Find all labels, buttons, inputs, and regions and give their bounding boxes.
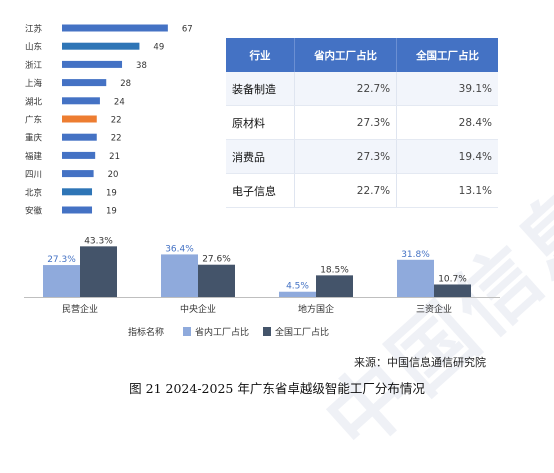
province-label: 广东 bbox=[25, 115, 42, 126]
enterprise-value-label: 18.5% bbox=[320, 265, 349, 275]
province-bar bbox=[62, 79, 107, 87]
province-bar bbox=[62, 97, 100, 105]
legend-title: 指标名称 bbox=[128, 326, 164, 338]
legend-label: 全国工厂占比 bbox=[275, 326, 329, 338]
table-row: 电子信息 22.7% 13.1% bbox=[226, 173, 498, 208]
share-cell: 39.1% bbox=[396, 72, 498, 106]
province-value-label: 38 bbox=[136, 61, 147, 71]
enterprise-category-label: 地方国企 bbox=[298, 303, 334, 315]
share-cell: 22.7% bbox=[293, 173, 398, 208]
industry-name: 电子信息 bbox=[226, 173, 295, 208]
enterprise-bar bbox=[279, 291, 316, 297]
enterprise-bar bbox=[161, 254, 198, 297]
source-note: 来源：中国信息通信研究院 bbox=[354, 356, 486, 369]
province-value-label: 19 bbox=[106, 207, 117, 217]
table-header-cell: 省内工厂占比 bbox=[294, 38, 398, 72]
province-label: 山东 bbox=[25, 42, 42, 53]
share-cell: 19.4% bbox=[396, 139, 498, 174]
enterprise-category-label: 中央企业 bbox=[180, 303, 216, 315]
province-value-label: 67 bbox=[182, 25, 193, 35]
industry-name: 消费品 bbox=[226, 139, 295, 174]
province-value-label: 28 bbox=[120, 79, 131, 89]
enterprise-category-label: 民营企业 bbox=[62, 303, 98, 315]
province-value-label: 22 bbox=[111, 116, 122, 126]
share-cell: 27.3% bbox=[293, 105, 398, 140]
province-bar bbox=[62, 170, 94, 178]
province-bar bbox=[62, 151, 96, 159]
province-bar bbox=[62, 188, 93, 196]
enterprise-value-label: 4.5% bbox=[286, 282, 309, 292]
enterprise-value-label: 36.4% bbox=[165, 244, 194, 254]
enterprise-value-label: 10.7% bbox=[438, 274, 467, 284]
province-value-label: 22 bbox=[111, 134, 122, 144]
enterprise-value-label: 27.3% bbox=[47, 255, 76, 265]
province-bar-chart: 江苏 67 山东 49 浙江 38 上海 28 湖北 24 广东 22 重庆 22 福建 21 四川 20 北京 19… bbox=[25, 24, 193, 217]
enterprise-value-label: 31.8% bbox=[401, 250, 430, 260]
industry-table: 行业 省内工厂占比 全国工厂占比 装备制造 22.7% 39.1% 原材料 27.3% 28.… bbox=[226, 38, 498, 208]
province-bar bbox=[62, 42, 140, 50]
enterprise-bar bbox=[316, 275, 353, 297]
share-cell: 27.3% bbox=[293, 139, 398, 174]
enterprise-bar bbox=[43, 265, 80, 297]
province-value-label: 21 bbox=[109, 152, 120, 162]
enterprise-category-label: 三资企业 bbox=[416, 303, 452, 315]
enterprise-value-label: 43.3% bbox=[84, 236, 113, 246]
province-label: 浙江 bbox=[25, 60, 43, 71]
legend-swatch bbox=[263, 327, 271, 336]
table-row: 消费品 27.3% 19.4% bbox=[226, 139, 498, 174]
province-label: 江苏 bbox=[25, 24, 43, 35]
table-header-row: 行业 省内工厂占比 全国工厂占比 bbox=[226, 38, 498, 72]
enterprise-bar-chart: 27.3% 43.3% 民营企业 36.4% 27.6% 中央企业 4.5% 18.5% 地方国… bbox=[24, 236, 500, 338]
province-label: 湖北 bbox=[25, 97, 43, 107]
province-bar bbox=[62, 133, 97, 141]
industry-name: 原材料 bbox=[226, 105, 295, 140]
province-value-label: 19 bbox=[106, 188, 117, 198]
table-row: 装备制造 22.7% 39.1% bbox=[226, 72, 498, 106]
enterprise-bar bbox=[434, 284, 471, 297]
share-cell: 22.7% bbox=[293, 72, 398, 106]
enterprise-bar bbox=[198, 264, 235, 297]
province-bar bbox=[62, 115, 97, 123]
legend-swatch bbox=[183, 327, 191, 336]
province-label: 福建 bbox=[25, 151, 43, 162]
enterprise-value-label: 27.6% bbox=[202, 255, 231, 265]
province-label: 北京 bbox=[25, 187, 42, 198]
legend-label: 省内工厂占比 bbox=[195, 326, 249, 338]
enterprise-bar bbox=[397, 259, 434, 297]
province-value-label: 20 bbox=[108, 170, 119, 180]
province-value-label: 24 bbox=[114, 97, 125, 107]
province-label: 上海 bbox=[25, 78, 43, 89]
enterprise-bar bbox=[80, 246, 117, 297]
industry-name: 装备制造 bbox=[226, 72, 295, 106]
province-bar bbox=[62, 60, 123, 68]
province-value-label: 49 bbox=[153, 43, 164, 53]
table-header-cell: 全国工厂占比 bbox=[396, 38, 498, 72]
table-row: 原材料 27.3% 28.4% bbox=[226, 105, 498, 140]
share-cell: 13.1% bbox=[396, 173, 498, 208]
table-header-cell: 行业 bbox=[226, 38, 295, 72]
figure-caption: 图 21 2024-2025 年广东省卓越级智能工厂分布情况 bbox=[129, 381, 425, 396]
province-label: 重庆 bbox=[25, 133, 43, 144]
share-cell: 28.4% bbox=[396, 105, 498, 140]
province-label: 四川 bbox=[25, 170, 42, 180]
province-bar bbox=[62, 206, 93, 214]
province-bar bbox=[62, 24, 168, 32]
province-label: 安徽 bbox=[25, 206, 43, 217]
table-body: 装备制造 22.7% 39.1% 原材料 27.3% 28.4% 消费品 27.3% 19.4%… bbox=[226, 72, 498, 208]
